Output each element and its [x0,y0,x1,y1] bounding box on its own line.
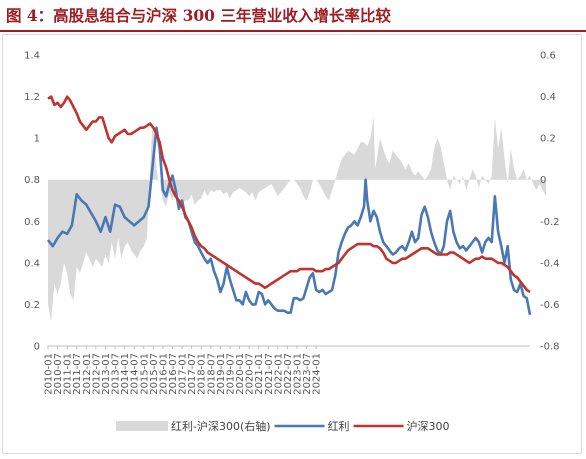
x-tick-label: 2011-07 [72,353,83,395]
legend-label: 红利-沪深300(右轴) [171,419,271,433]
x-tick-label: 2012-01 [82,353,93,395]
x-tick-label: 2019-01 [216,353,227,395]
x-tick-label: 2023-07 [302,353,313,395]
title-bar: 图 4：高股息组合与沪深 300 三年营业收入增长率比较 [0,0,586,32]
x-tick-label: 2016-01 [158,353,169,395]
x-tick-label: 2021-07 [264,353,275,395]
x-tick-label: 2014-01 [120,353,131,395]
legend-swatch-area [116,421,168,431]
y-right-tick-label: -0.2 [540,217,560,228]
chart-frame [2,34,582,454]
x-tick-label: 2012-07 [91,353,102,395]
series-area-diff [48,117,546,322]
x-tick-label: 2011-01 [63,353,74,395]
x-tick-label: 2015-01 [139,353,150,395]
x-tick-label: 2024-01 [312,353,323,395]
y-left-tick-label: 0.2 [24,300,40,311]
x-tick-label: 2022-07 [283,353,294,395]
x-tick-label: 2010-07 [53,353,64,395]
y-right-tick-label: 0.2 [540,134,556,145]
x-tick-label: 2020-01 [235,353,246,395]
y-right-tick-label: -0.6 [540,300,560,311]
x-tick-label: 2022-01 [273,353,284,395]
legend-label: 红利 [328,420,350,433]
x-tick-label: 2015-07 [149,353,160,395]
x-tick-label: 2020-07 [245,353,256,395]
x-tick-label: 2021-01 [254,353,265,395]
series-line-hs300 [47,95,531,294]
x-tick-label: 2017-01 [178,353,189,395]
y-left-tick-label: 0.8 [24,175,40,186]
y-left-tick-label: 1.2 [24,92,40,103]
y-left-tick-label: 0.6 [24,217,40,228]
y-left-tick-label: 1.4 [24,51,40,62]
legend-label: 沪深300 [407,419,450,433]
y-right-tick-label: 0 [540,175,546,186]
y-left-tick-label: 0.4 [24,258,40,269]
x-tick-label: 2016-07 [168,353,179,395]
x-tick-label: 2014-07 [130,353,141,395]
y-right-tick-label: 0.6 [540,51,556,62]
y-left-tick-label: 0 [34,342,40,353]
y-right-tick-label: -0.8 [540,342,560,353]
y-left-tick-label: 1 [34,134,40,145]
x-tick-label: 2013-07 [111,353,122,395]
x-tick-label: 2018-07 [206,353,217,395]
x-tick-label: 2013-01 [101,353,112,395]
x-tick-label: 2019-07 [225,353,236,395]
chart-title: 图 4：高股息组合与沪深 300 三年营业收入增长率比较 [6,6,391,25]
x-tick-label: 2023-01 [293,353,304,395]
x-tick-label: 2018-01 [197,353,208,395]
y-right-tick-label: -0.4 [540,258,560,269]
x-tick-label: 2010-01 [44,353,55,395]
x-tick-label: 2017-07 [187,353,198,395]
y-right-tick-label: 0.4 [540,92,556,103]
